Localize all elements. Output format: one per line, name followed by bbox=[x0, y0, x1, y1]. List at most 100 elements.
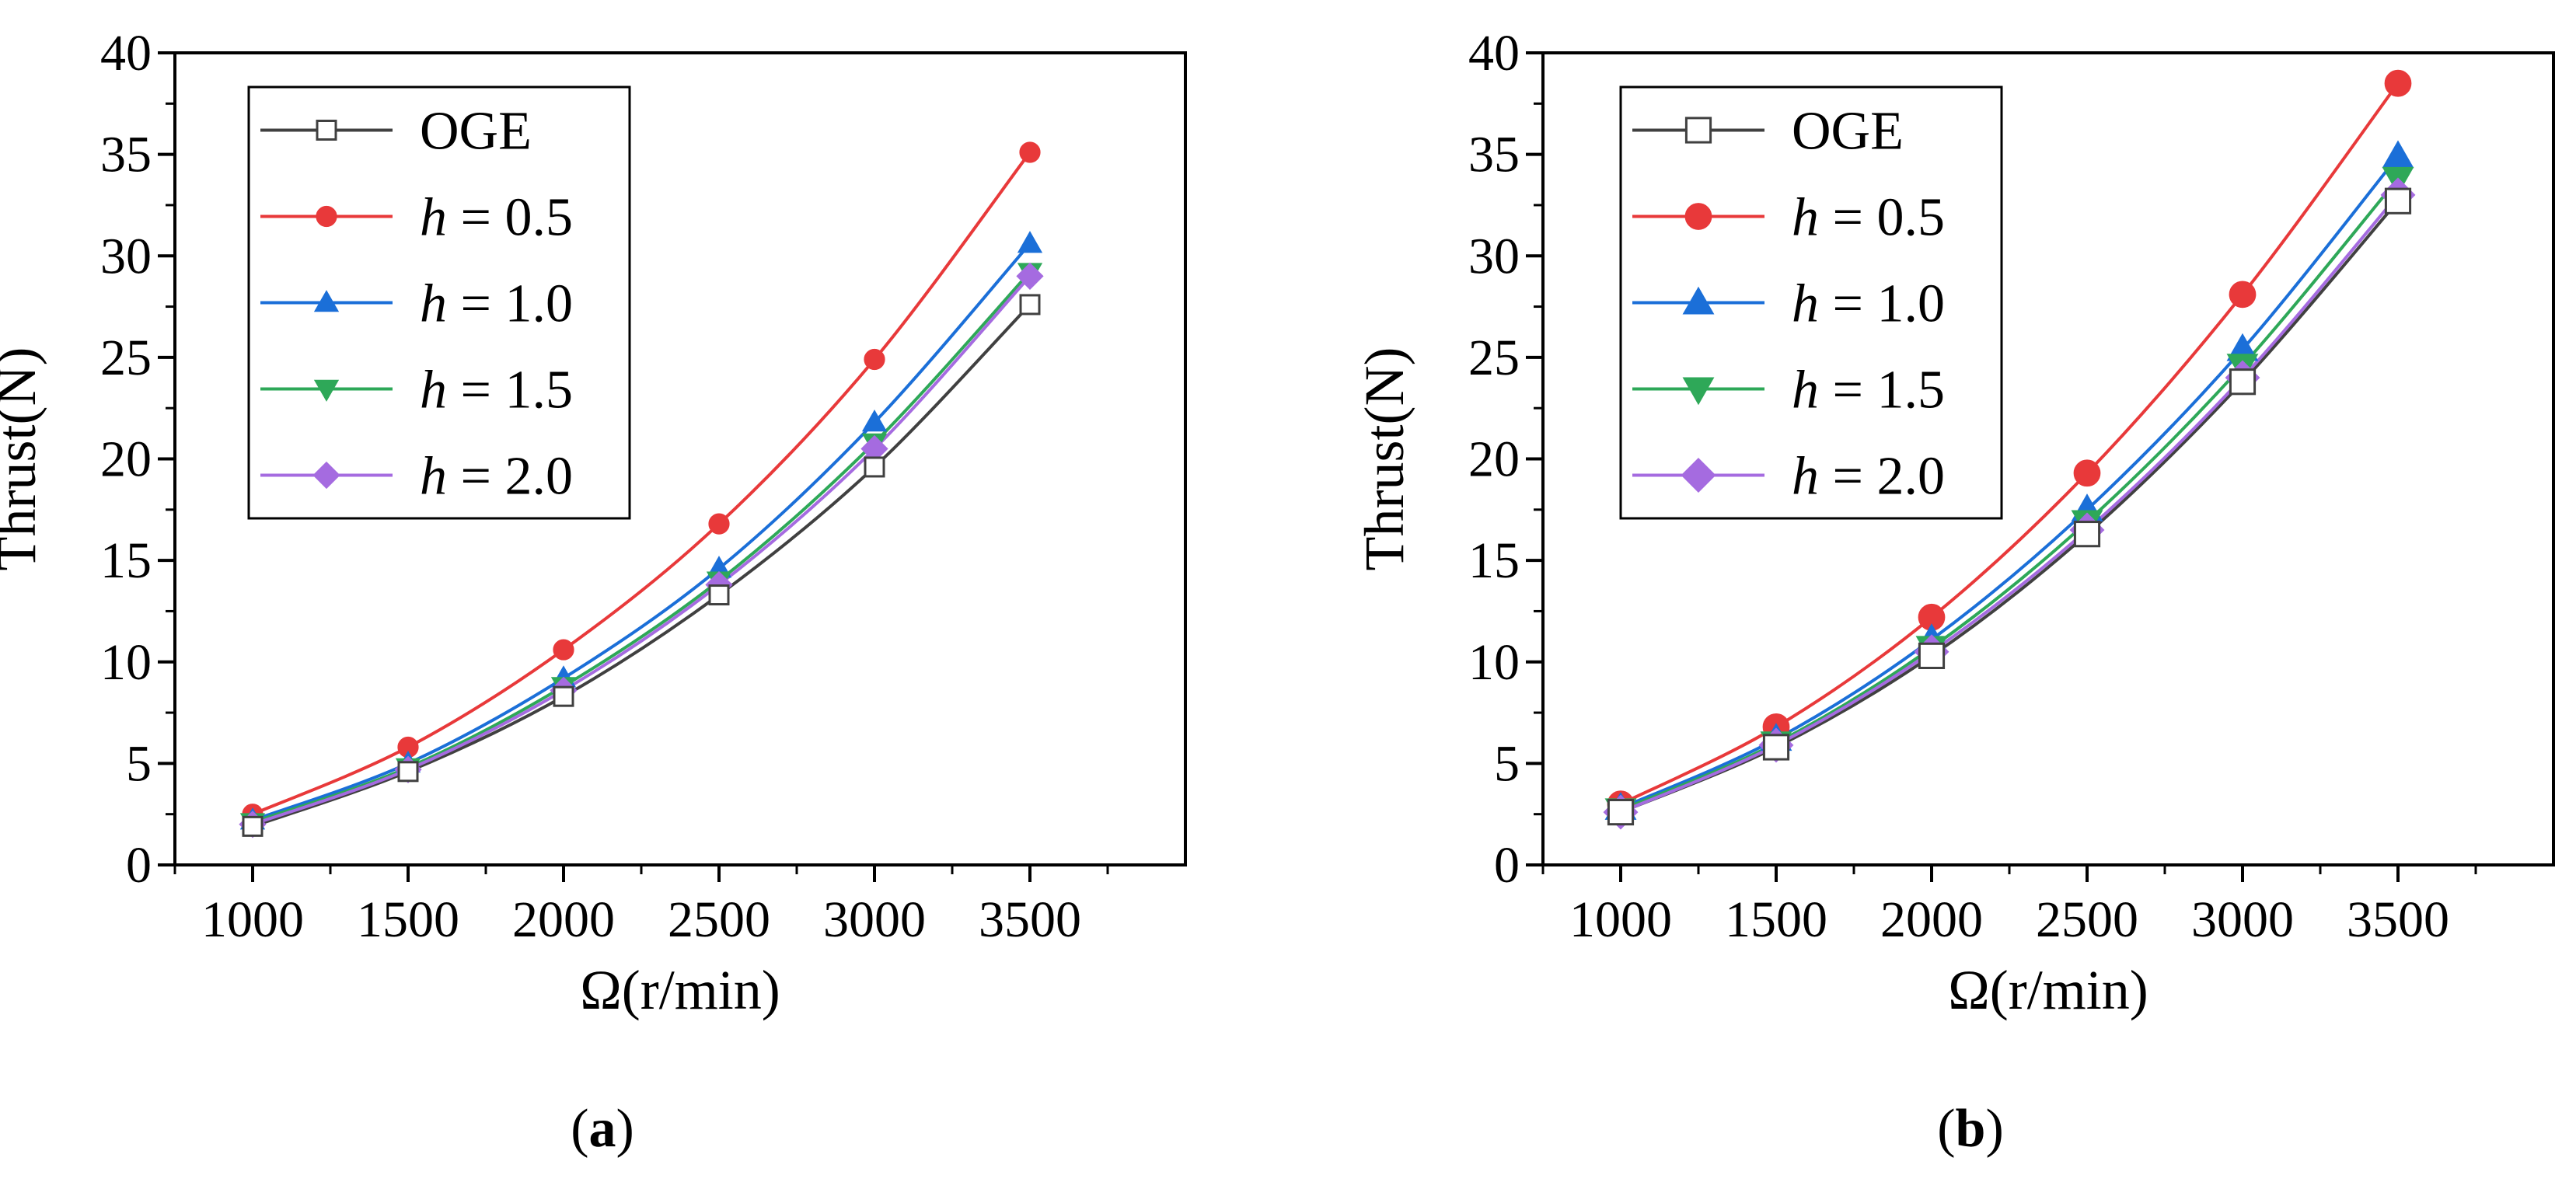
legend-value: OGE bbox=[420, 102, 532, 162]
x-axis-title: Ω(r/min) bbox=[1948, 959, 2148, 1021]
legend-value: = 0.5 bbox=[447, 188, 573, 248]
data-point bbox=[1607, 798, 1635, 826]
data-point bbox=[864, 456, 885, 478]
y-axis-title: Thrust(N) bbox=[0, 347, 47, 571]
x-tick-label: 2500 bbox=[2036, 891, 2138, 948]
data-point bbox=[1918, 642, 1946, 670]
legend-marker bbox=[1684, 117, 1712, 144]
legend-variable: h bbox=[420, 361, 447, 420]
legend-marker bbox=[312, 461, 340, 490]
data-point bbox=[2382, 140, 2414, 169]
y-tick-label: 20 bbox=[1468, 431, 1520, 488]
legend-value: = 1.0 bbox=[447, 274, 573, 334]
x-tick-label: 1500 bbox=[1725, 891, 1827, 948]
legend-marker bbox=[1681, 458, 1716, 493]
data-point bbox=[553, 685, 574, 707]
panel-label: (a) bbox=[571, 1099, 634, 1159]
legend-variable: h bbox=[1792, 274, 1819, 334]
x-tick-label: 1000 bbox=[1569, 891, 1672, 948]
chart-panel-a: 1000 1500 2000 2500 3000 3500 0 5 10 15 20 25 30 35 40… bbox=[0, 25, 1187, 1159]
legend-entry: OGE bbox=[420, 102, 532, 162]
legend-value: = 1.5 bbox=[447, 361, 573, 420]
legend-entry: h = 0.5 bbox=[1792, 188, 1945, 248]
y-tick-label: 40 bbox=[100, 25, 152, 82]
panel-label: (b) bbox=[1937, 1099, 2004, 1159]
legend-variable: h bbox=[420, 274, 447, 334]
y-tick-label: 25 bbox=[100, 329, 152, 386]
x-tick-label: 3500 bbox=[979, 891, 1081, 948]
data-point bbox=[1019, 141, 1041, 163]
x-tick-label: 3500 bbox=[2347, 891, 2449, 948]
legend-value: = 1.0 bbox=[1819, 274, 1945, 334]
legend-marker bbox=[316, 205, 337, 228]
legend-entry: h = 0.5 bbox=[420, 188, 573, 248]
legend-entry: h = 1.0 bbox=[420, 274, 573, 334]
x-axis-title: Ω(r/min) bbox=[580, 959, 780, 1021]
panel-label-part: ) bbox=[616, 1099, 634, 1159]
legend-variable: h bbox=[1792, 361, 1819, 420]
legend-variable: h bbox=[1792, 447, 1819, 507]
legend-entry: h = 2.0 bbox=[420, 447, 573, 507]
legend-variable: h bbox=[1792, 188, 1819, 248]
y-tick-label: 30 bbox=[1468, 228, 1520, 284]
legend-value: = 2.0 bbox=[447, 447, 573, 507]
data-point bbox=[708, 513, 730, 535]
data-point bbox=[553, 639, 574, 661]
legend-marker bbox=[316, 120, 337, 141]
data-point bbox=[2384, 187, 2412, 214]
y-tick-label: 5 bbox=[1494, 735, 1520, 792]
legend-marker bbox=[1684, 203, 1712, 230]
y-tick-label: 15 bbox=[1468, 532, 1520, 589]
data-point bbox=[2384, 69, 2412, 97]
data-point bbox=[2073, 521, 2101, 548]
legend-entry: h = 2.0 bbox=[1792, 447, 1945, 507]
data-point bbox=[2073, 459, 2101, 487]
legend-value: OGE bbox=[1792, 102, 1904, 162]
legend-variable: h bbox=[420, 188, 447, 248]
legend-entry: h = 1.5 bbox=[1792, 361, 1945, 420]
panel-label-part: b bbox=[1956, 1099, 1986, 1159]
y-tick-label: 10 bbox=[1468, 634, 1520, 691]
data-point bbox=[1017, 231, 1043, 253]
legend-value: = 2.0 bbox=[1819, 447, 1945, 507]
data-point bbox=[1762, 734, 1790, 761]
legend-variable: h bbox=[420, 447, 447, 507]
chart-panel-b: 1000 1500 2000 2500 3000 3500 0 5 10 15 20 25 30 35 40… bbox=[1353, 25, 2555, 1159]
panel-label-part: ( bbox=[1937, 1099, 1955, 1159]
x-tick-label: 1500 bbox=[357, 891, 459, 948]
y-tick-label: 30 bbox=[100, 228, 152, 284]
data-point bbox=[1019, 294, 1041, 316]
x-tick-label: 3000 bbox=[823, 891, 926, 948]
y-tick-label: 40 bbox=[1468, 25, 1520, 82]
y-tick-label: 35 bbox=[100, 127, 152, 183]
panel-label-part: a bbox=[589, 1099, 616, 1159]
data-point bbox=[397, 761, 419, 783]
data-point bbox=[242, 815, 264, 837]
y-tick-label: 25 bbox=[1468, 329, 1520, 386]
legend-value: = 0.5 bbox=[1819, 188, 1945, 248]
x-tick-label: 2000 bbox=[512, 891, 615, 948]
y-tick-label: 15 bbox=[100, 532, 152, 589]
y-axis-title: Thrust(N) bbox=[1353, 347, 1415, 571]
x-tick-label: 1000 bbox=[201, 891, 304, 948]
y-tick-label: 35 bbox=[1468, 127, 1520, 183]
x-tick-label: 3000 bbox=[2191, 891, 2294, 948]
y-tick-label: 0 bbox=[1494, 837, 1520, 894]
data-point bbox=[2229, 281, 2257, 309]
y-tick-label: 10 bbox=[100, 634, 152, 691]
x-tick-label: 2500 bbox=[668, 891, 770, 948]
legend-marker bbox=[1682, 286, 1715, 315]
panel-label-part: ( bbox=[571, 1099, 588, 1159]
data-point bbox=[861, 410, 888, 432]
y-tick-label: 5 bbox=[126, 735, 152, 792]
panel-label-part: ) bbox=[1985, 1099, 2003, 1159]
legend-entry: OGE bbox=[1792, 102, 1904, 162]
data-point bbox=[864, 348, 885, 371]
legend-value: = 1.5 bbox=[1819, 361, 1945, 420]
legend-marker bbox=[1682, 377, 1715, 406]
legend-marker bbox=[313, 379, 340, 402]
legend-marker bbox=[313, 290, 340, 312]
data-point bbox=[2229, 368, 2257, 396]
y-tick-label: 20 bbox=[100, 431, 152, 488]
